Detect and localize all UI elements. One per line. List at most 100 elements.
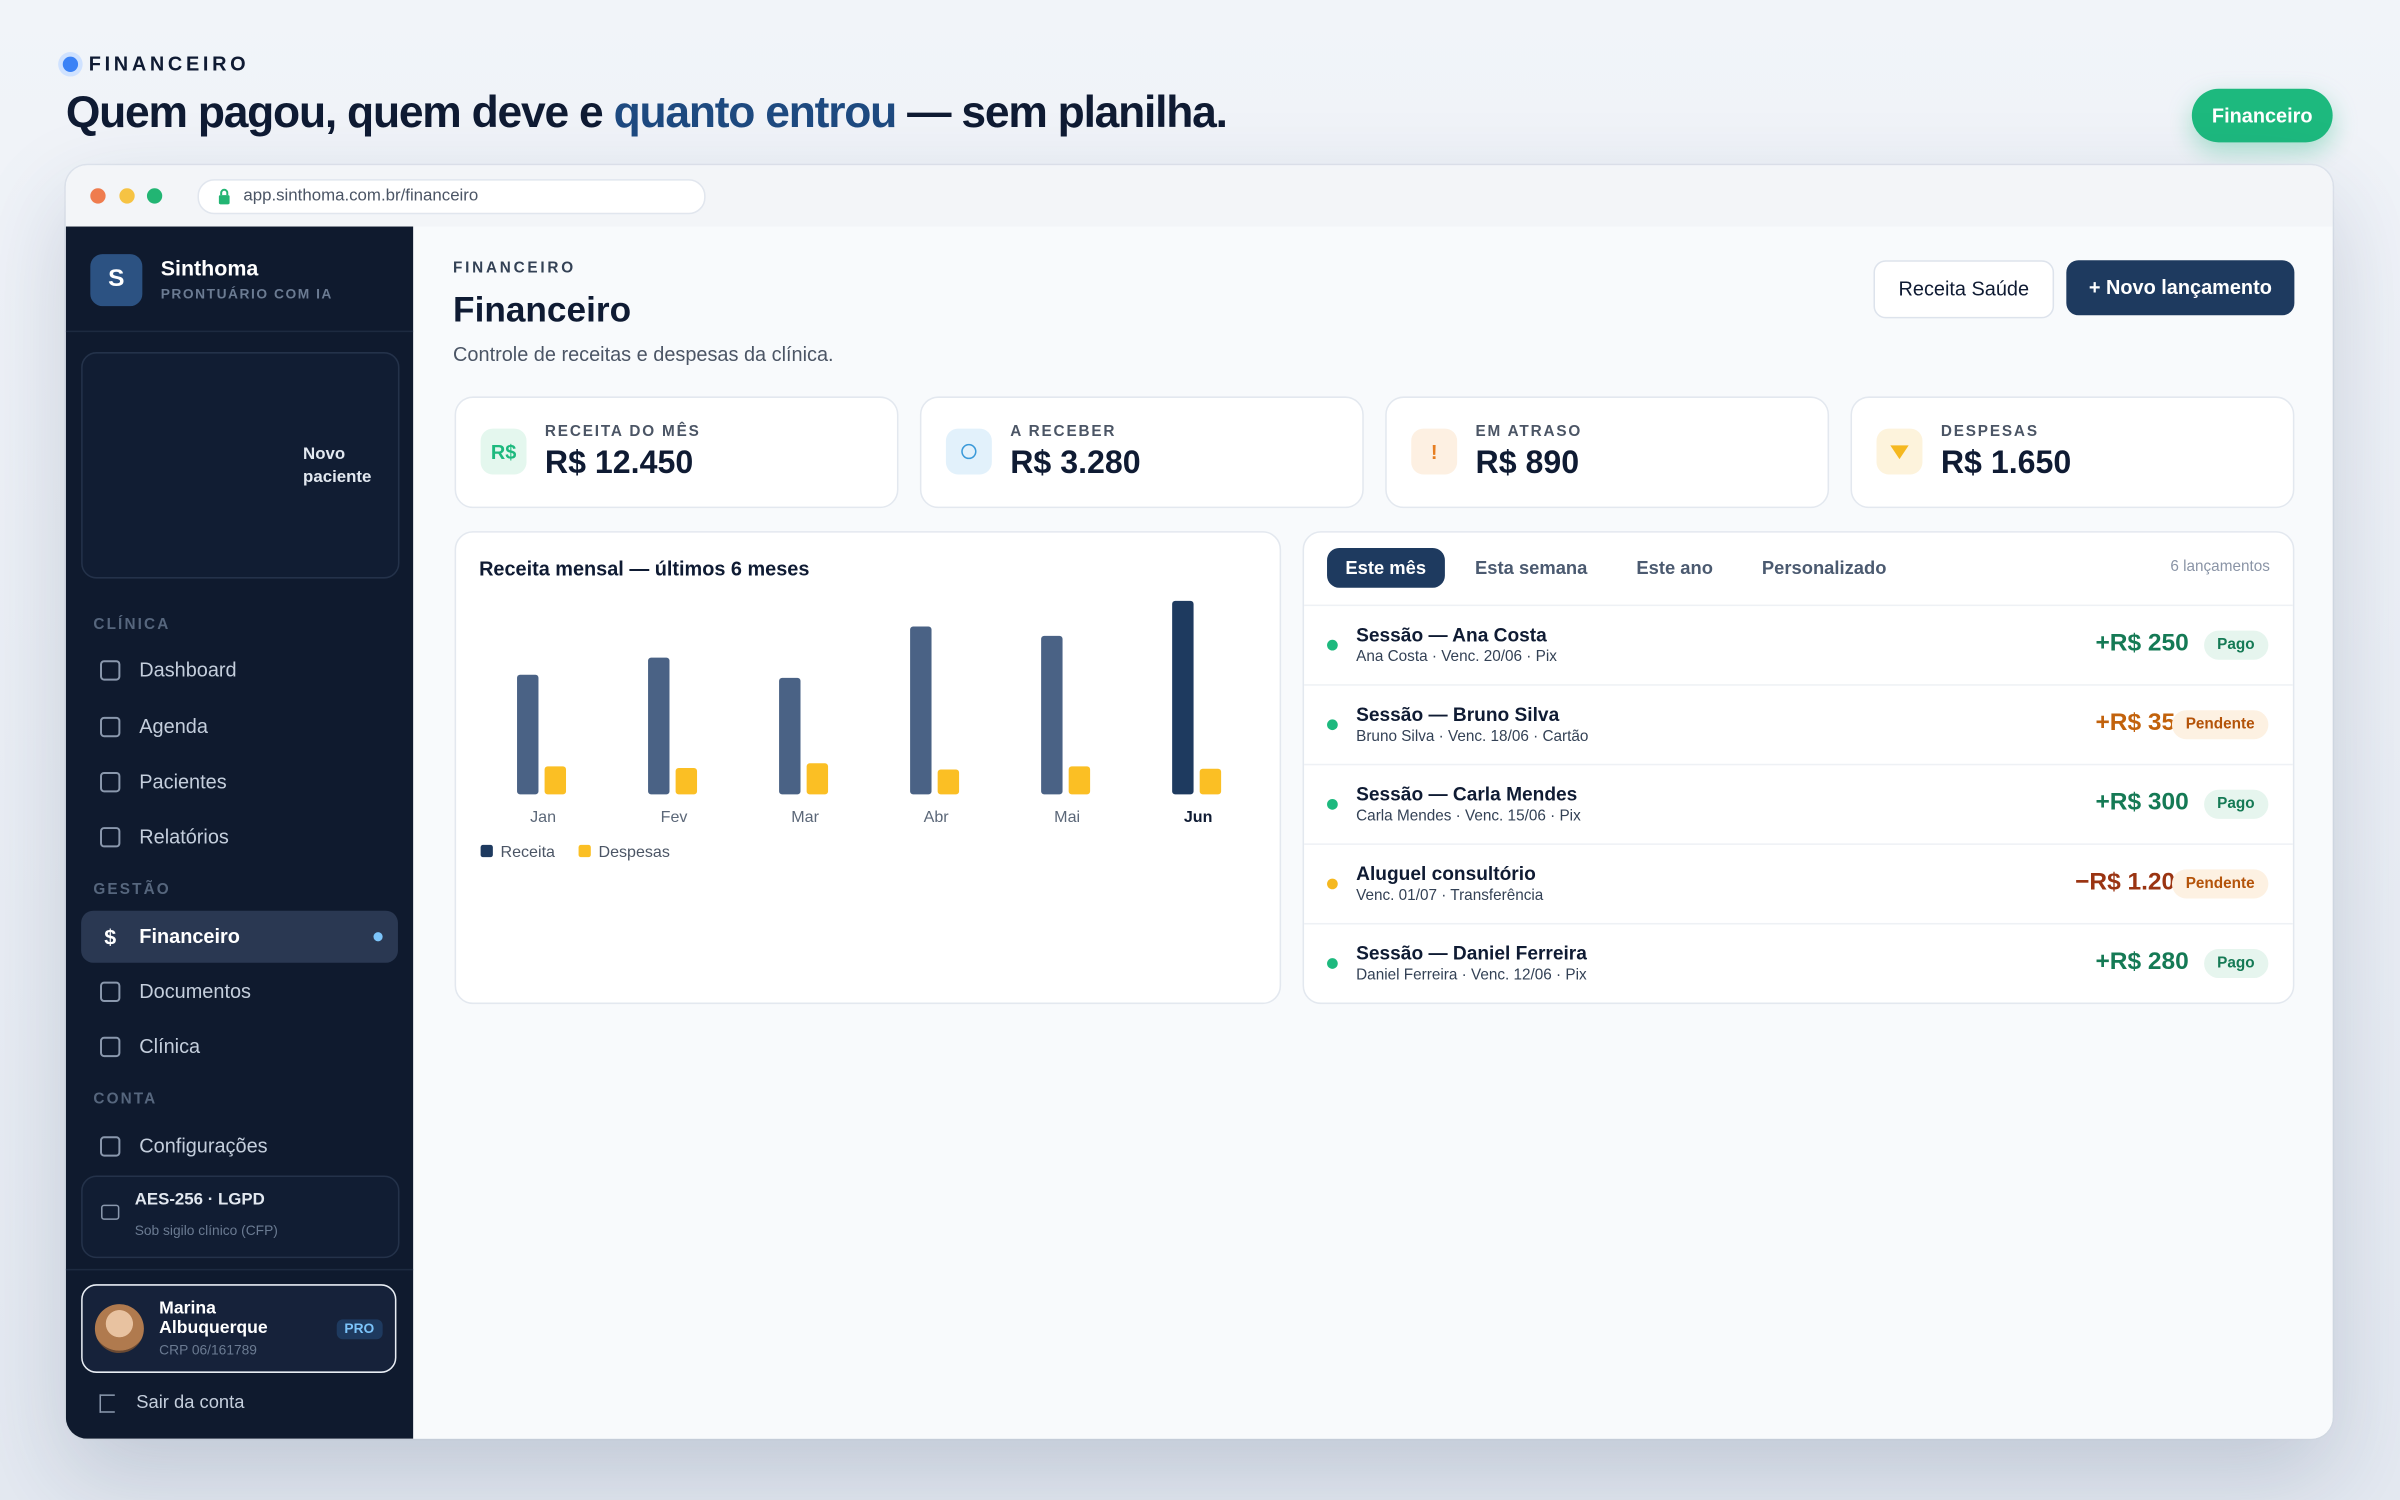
bar bbox=[1068, 766, 1091, 795]
user-id: CRP 06/161789 bbox=[159, 1342, 257, 1358]
divider bbox=[65, 330, 414, 333]
transaction-title: Sessão — Carla Mendes bbox=[1356, 783, 1578, 806]
transaction-detail: Carla Mendes · Venc. 15/06 · Pix bbox=[1356, 808, 1581, 825]
nav-icon: $ bbox=[104, 925, 116, 949]
nav-icon bbox=[100, 981, 121, 1003]
stat-card: DESPESAS R$ 1.650 bbox=[1850, 396, 2295, 509]
transaction-row: Sessão — Daniel Ferreira Daniel Ferreira … bbox=[1304, 922, 2293, 1003]
nav-icon-glyph: $ bbox=[104, 925, 116, 949]
sidebar: S Sinthoma PRONTUÁRIO COM IA Novo paciente C… bbox=[65, 226, 414, 1439]
url: app.sinthoma.com.br/financeiro bbox=[243, 186, 479, 206]
bar bbox=[806, 763, 829, 795]
status-badge: Pendente bbox=[2171, 710, 2269, 740]
nav-label: Documentos bbox=[139, 979, 251, 1003]
tab[interactable]: Este mês bbox=[1327, 547, 1445, 588]
nav-item[interactable]: Relatórios bbox=[81, 811, 398, 863]
bar bbox=[937, 769, 960, 795]
secondary-button[interactable]: Receita Saúde bbox=[1873, 260, 2055, 319]
nav-section-title: CLÍNICA bbox=[93, 616, 171, 634]
nav-icon bbox=[100, 1036, 121, 1058]
tab[interactable]: Personalizado bbox=[1761, 557, 1887, 579]
stat-value: R$ 890 bbox=[1475, 445, 1580, 481]
window-dot bbox=[146, 188, 163, 204]
bar bbox=[1041, 635, 1063, 795]
transaction-detail: Bruno Silva · Venc. 18/06 · Cartão bbox=[1356, 728, 1589, 746]
transaction-title: Sessão — Daniel Ferreira bbox=[1356, 942, 1587, 965]
nav-icon-shape bbox=[100, 1036, 121, 1058]
tab[interactable]: Este ano bbox=[1636, 557, 1713, 579]
nav-label: Agenda bbox=[139, 714, 208, 738]
status-dot bbox=[1327, 878, 1338, 890]
transaction-detail: Ana Costa · Venc. 20/06 · Pix bbox=[1356, 648, 1557, 666]
tab[interactable]: Esta semana bbox=[1475, 557, 1588, 579]
x-tick-label: Fev bbox=[661, 808, 688, 826]
logout-icon bbox=[99, 1394, 115, 1413]
legend-swatch bbox=[480, 844, 493, 858]
nav-label: Financeiro bbox=[139, 924, 240, 948]
browser-bar: app.sinthoma.com.br/financeiro bbox=[65, 165, 2333, 229]
transaction-row: Aluguel consultório Venc. 01/07 · Transfe… bbox=[1304, 843, 2293, 924]
nav-label: Dashboard bbox=[139, 658, 237, 682]
chart-title: Receita mensal — últimos 6 meses bbox=[479, 559, 809, 581]
x-tick-label: Jan bbox=[530, 808, 556, 826]
brand-tagline: PRONTUÁRIO COM IA bbox=[160, 286, 333, 302]
header-button[interactable]: Financeiro bbox=[2191, 88, 2333, 143]
stat-icon bbox=[945, 428, 992, 475]
nav-icon bbox=[100, 771, 121, 793]
transaction-detail: Daniel Ferreira · Venc. 12/06 · Pix bbox=[1356, 967, 1587, 985]
active-dot bbox=[373, 932, 383, 942]
nav-item[interactable]: Agenda bbox=[81, 701, 398, 753]
transactions-card: Este mês Esta semana Este ano Personalizado… bbox=[1302, 531, 2295, 1005]
x-tick-label: Mar bbox=[791, 808, 819, 826]
nav-item[interactable]: Configurações bbox=[81, 1120, 398, 1172]
eyebrow: FINANCEIRO bbox=[88, 52, 250, 75]
nav-item[interactable]: Documentos bbox=[81, 966, 398, 1018]
transaction-amount: −R$ 1.200 bbox=[2075, 869, 2189, 896]
headline-part: Quem pagou, quem deve e bbox=[65, 88, 614, 138]
window-dot bbox=[119, 188, 135, 204]
status-dot bbox=[1327, 798, 1338, 810]
nav-icon bbox=[100, 716, 121, 738]
page-eyebrow: FINANCEIRO bbox=[453, 260, 576, 278]
nav-item[interactable]: Clínica bbox=[81, 1021, 398, 1073]
page-subtitle: Controle de receitas e despesas da clíni… bbox=[453, 342, 834, 366]
transaction-detail: Venc. 01/07 · Transferência bbox=[1356, 887, 1544, 905]
tabs: Este mês Esta semana Este ano Personalizado bbox=[1327, 547, 1905, 588]
url-bar: app.sinthoma.com.br/financeiro bbox=[197, 179, 706, 215]
nav-item[interactable]: Dashboard bbox=[81, 644, 398, 696]
primary-button[interactable]: + Novo lançamento bbox=[2066, 260, 2295, 316]
transaction-amount: +R$ 250 bbox=[2095, 630, 2189, 657]
bar bbox=[779, 677, 801, 795]
new-patient-button[interactable]: Novo paciente bbox=[81, 352, 400, 579]
page-title: Financeiro bbox=[453, 289, 632, 330]
bar bbox=[675, 767, 698, 795]
nav-label: Clínica bbox=[139, 1034, 201, 1058]
transaction-row: Sessão — Carla Mendes Carla Mendes · Venc… bbox=[1304, 763, 2293, 845]
new-patient-label: Novo paciente bbox=[303, 445, 372, 487]
user-card[interactable]: Marina Albuquerque CRP 06/161789 PRO bbox=[81, 1284, 397, 1373]
nav-icon bbox=[100, 827, 121, 848]
browser-window: app.sinthoma.com.br/financeiro S Sinthoma… bbox=[65, 165, 2333, 1439]
transaction-row: Sessão — Ana Costa Ana Costa · Venc. 20/0… bbox=[1304, 604, 2293, 686]
nav-section-title: CONTA bbox=[93, 1091, 158, 1109]
stat-label: EM ATRASO bbox=[1475, 423, 1583, 441]
nav-item[interactable]: Pacientes bbox=[81, 756, 398, 808]
stat-label: A RECEBER bbox=[1010, 423, 1117, 441]
nav-item[interactable]: $ Financeiro bbox=[81, 910, 398, 963]
logout[interactable]: Sair da conta bbox=[136, 1391, 245, 1413]
brand-logo: S bbox=[90, 254, 143, 307]
nav-icon-shape bbox=[100, 827, 121, 848]
transaction-title: Aluguel consultório bbox=[1356, 863, 1536, 885]
nav-icon-shape bbox=[100, 981, 121, 1003]
status-dot bbox=[1327, 719, 1338, 731]
eyebrow-dot bbox=[62, 56, 79, 72]
x-tick-label: Jun bbox=[1184, 808, 1213, 826]
headline-highlight: quanto entrou bbox=[613, 88, 898, 138]
nav-icon-shape bbox=[100, 716, 121, 738]
security-box: AES-256 · LGPD Sob sigilo clínico (CFP) bbox=[81, 1175, 400, 1259]
nav-label: Relatórios bbox=[139, 824, 229, 848]
legend-label: Despesas bbox=[598, 843, 669, 861]
chart-card: Receita mensal — últimos 6 meses Jan Fev Ma… bbox=[454, 531, 1282, 1005]
bar bbox=[1172, 600, 1194, 795]
